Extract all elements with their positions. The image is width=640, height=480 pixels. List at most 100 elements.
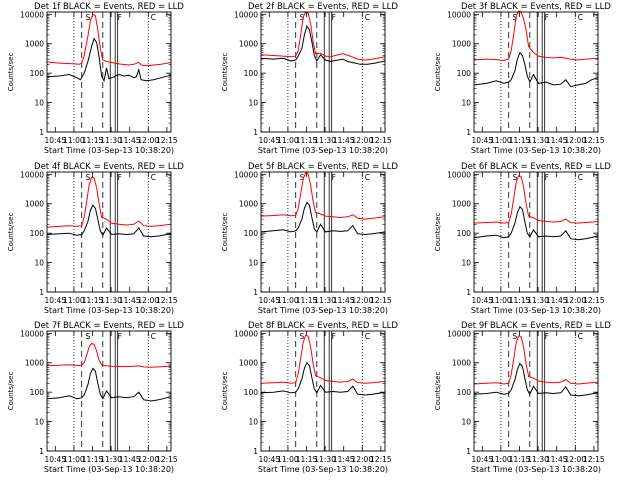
panel-title: Det 1f BLACK = Events, RED = LLD [34, 2, 184, 12]
x-tick-label: 12:15 [370, 296, 392, 305]
x-tick-label: 11:45 [333, 296, 355, 305]
panel-title: Det 6f BLACK = Events, RED = LLD [461, 162, 611, 172]
y-tick-label: 10 [34, 99, 44, 108]
x-tick-label: 12:00 [351, 136, 373, 145]
y-tick-label: 10000 [20, 170, 44, 179]
x-tick-label: 11:30 [314, 455, 336, 464]
detector-panel-3: Det 3f BLACK = Events, RED = LLD Counts/s… [434, 2, 611, 155]
y-tick-label: 10000 [234, 170, 258, 179]
x-tick-label: 11:15 [82, 455, 104, 464]
detector-panel-8: Det 8f BLACK = Events, RED = LLD Counts/s… [221, 321, 398, 474]
y-axis-label: Counts/sec [7, 372, 15, 411]
y-tick-label: 1 [253, 447, 258, 456]
y-tick-label: 1 [253, 128, 258, 137]
x-tick-label: 12:15 [370, 136, 392, 145]
marker-letter: F [545, 173, 549, 182]
plot-frame [46, 330, 172, 452]
y-tick-label: 1000 [25, 40, 44, 49]
x-axis-label: Start Time (03-Sep-13 10:38:20) [471, 306, 601, 315]
x-tick-label: 12:00 [351, 296, 373, 305]
y-tick-label: 100 [457, 388, 472, 397]
marker-letter: S [299, 13, 304, 22]
x-tick-label: 12:15 [156, 296, 178, 305]
y-tick-label: 10 [248, 418, 258, 427]
y-tick-label: 1000 [452, 359, 471, 368]
y-tick-label: 10000 [447, 170, 471, 179]
detector-panel-7: Det 7f BLACK = Events, RED = LLD Counts/s… [7, 321, 184, 474]
x-tick-label: 10:45 [471, 136, 493, 145]
y-tick-label: 100 [30, 388, 45, 397]
plot-frame [260, 171, 386, 293]
y-tick-label: 100 [457, 69, 472, 78]
x-tick-label: 11:00 [63, 296, 85, 305]
y-tick-label: 1000 [239, 200, 258, 209]
marker-letter: C [365, 13, 370, 22]
x-tick-label: 11:15 [509, 136, 531, 145]
marker-letter: C [151, 13, 156, 22]
x-tick-label: 11:15 [82, 136, 104, 145]
x-tick-label: 11:30 [314, 296, 336, 305]
x-axis-label: Start Time (03-Sep-13 10:38:20) [44, 306, 174, 315]
x-tick-label: 11:00 [277, 455, 299, 464]
marker-letter: C [365, 173, 370, 182]
events-series-line [46, 37, 172, 83]
x-tick-label: 10:45 [44, 455, 66, 464]
x-tick-label: 11:45 [546, 455, 568, 464]
x-tick-label: 11:45 [119, 296, 141, 305]
marker-letter: C [151, 332, 156, 341]
detector-panel-4: Det 4f BLACK = Events, RED = LLD Counts/s… [7, 162, 184, 315]
panel-title: Det 5f BLACK = Events, RED = LLD [248, 162, 398, 172]
events-series-line [260, 361, 386, 396]
plot-frame [473, 171, 599, 293]
y-tick-label: 1000 [25, 359, 44, 368]
marker-letter: F [332, 173, 336, 182]
y-axis-label: Counts/sec [221, 213, 229, 252]
x-tick-label: 10:45 [44, 296, 66, 305]
events-series-line [260, 24, 386, 65]
x-tick-label: 11:45 [546, 296, 568, 305]
x-axis-label: Start Time (03-Sep-13 10:38:20) [471, 146, 601, 155]
marker-letter: C [578, 332, 583, 341]
lld-series-line [260, 334, 386, 384]
panel-title: Det 4f BLACK = Events, RED = LLD [34, 162, 184, 172]
x-tick-label: 11:45 [546, 136, 568, 145]
marker-letter: S [299, 332, 304, 341]
y-tick-label: 10000 [20, 10, 44, 19]
y-tick-label: 10000 [234, 329, 258, 338]
x-tick-label: 11:30 [100, 455, 122, 464]
x-tick-label: 11:00 [490, 296, 512, 305]
y-axis-label: Counts/sec [434, 213, 442, 252]
y-tick-label: 100 [457, 229, 472, 238]
lld-series-line [473, 175, 599, 224]
marker-letter: C [151, 173, 156, 182]
x-axis-label: Start Time (03-Sep-13 10:38:20) [258, 465, 388, 474]
events-series-line [473, 205, 599, 241]
x-tick-label: 12:00 [137, 455, 159, 464]
x-axis-label: Start Time (03-Sep-13 10:38:20) [471, 465, 601, 474]
x-tick-label: 12:00 [564, 136, 586, 145]
lld-series-line [260, 11, 386, 61]
x-tick-label: 11:15 [296, 296, 318, 305]
x-tick-label: 10:45 [258, 296, 280, 305]
y-tick-label: 100 [30, 69, 45, 78]
marker-letter: C [365, 332, 370, 341]
events-series-line [473, 362, 599, 397]
y-tick-label: 1 [39, 447, 44, 456]
x-axis-label: Start Time (03-Sep-13 10:38:20) [44, 146, 174, 155]
y-tick-label: 1000 [239, 359, 258, 368]
y-tick-label: 1 [39, 128, 44, 137]
y-tick-label: 100 [244, 69, 259, 78]
y-tick-label: 10000 [234, 10, 258, 19]
y-axis-label: Counts/sec [7, 53, 15, 92]
marker-letter: F [545, 13, 549, 22]
y-axis-label: Counts/sec [221, 53, 229, 92]
marker-letter: S [85, 173, 90, 182]
x-tick-label: 11:30 [527, 136, 549, 145]
events-series-line [473, 51, 599, 88]
y-tick-label: 10 [34, 259, 44, 268]
x-tick-label: 10:45 [258, 455, 280, 464]
x-tick-label: 12:00 [137, 296, 159, 305]
lld-series-line [473, 10, 599, 62]
x-tick-label: 12:00 [351, 455, 373, 464]
